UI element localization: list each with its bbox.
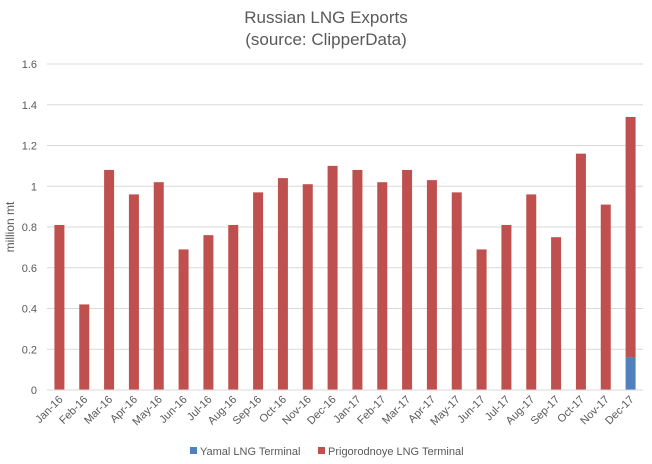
bar-prigorodnoye-lng-terminal-oct-17 [575, 153, 586, 390]
y-tick-label: 0.6 [22, 263, 37, 275]
y-tick-label: 0 [31, 385, 37, 397]
x-tick-label: Mar-16 [82, 394, 115, 427]
bar-prigorodnoye-lng-terminal-oct-16 [277, 178, 288, 390]
bar-prigorodnoye-lng-terminal-sep-17 [551, 237, 562, 390]
bar-yamal-lng-terminal-dec-17 [625, 357, 636, 390]
y-tick-label: 0.8 [22, 222, 37, 234]
bar-prigorodnoye-lng-terminal-may-16 [153, 182, 164, 390]
bar-prigorodnoye-lng-terminal-feb-16 [79, 304, 90, 390]
y-tick-label: 1.2 [22, 141, 37, 153]
bar-prigorodnoye-lng-terminal-jul-17 [501, 224, 512, 390]
bar-prigorodnoye-lng-terminal-aug-17 [526, 194, 537, 390]
legend-label: Yamal LNG Terminal [200, 446, 300, 458]
bar-prigorodnoye-lng-terminal-jan-17 [352, 169, 363, 390]
bar-prigorodnoye-lng-terminal-mar-17 [402, 169, 413, 390]
legend-swatch [190, 447, 197, 454]
bar-prigorodnoye-lng-terminal-apr-16 [128, 194, 139, 390]
bar-prigorodnoye-lng-terminal-jun-17 [476, 249, 487, 390]
legend-label: Prigorodnoye LNG Terminal [328, 446, 464, 458]
bar-prigorodnoye-lng-terminal-nov-16 [302, 184, 313, 390]
bar-prigorodnoye-lng-terminal-feb-17 [377, 182, 388, 390]
x-axis-ticks: Jan-16Feb-16Mar-16Apr-16May-16Jun-16Jul-… [33, 394, 636, 428]
bar-prigorodnoye-lng-terminal-may-17 [451, 192, 462, 390]
y-axis-label: million mt [3, 201, 17, 252]
bar-prigorodnoye-lng-terminal-nov-17 [600, 204, 611, 390]
y-tick-label: 1.4 [22, 100, 37, 112]
bar-prigorodnoye-lng-terminal-dec-16 [327, 165, 338, 390]
y-tick-label: 1.6 [22, 59, 37, 71]
x-tick-label: Mar-17 [380, 394, 413, 427]
bar-prigorodnoye-lng-terminal-dec-17 [625, 116, 636, 358]
y-tick-label: 0.2 [22, 344, 37, 356]
x-tick-label: Jun-16 [157, 394, 189, 426]
bar-prigorodnoye-lng-terminal-aug-16 [228, 224, 239, 390]
legend: Yamal LNG Terminal Prigorodnoye LNG Termi… [190, 446, 464, 458]
bar-prigorodnoye-lng-terminal-jul-16 [203, 235, 214, 390]
y-tick-label: 0.4 [22, 304, 37, 316]
y-axis-ticks: 0 0.2 0.4 0.6 0.8 1 1.2 1.4 1.6 [22, 59, 37, 397]
bar-prigorodnoye-lng-terminal-jan-16 [54, 224, 65, 390]
bar-prigorodnoye-lng-terminal-jun-16 [178, 249, 189, 390]
chart-title: Russian LNG Exports [244, 8, 407, 27]
y-tick-label: 1 [31, 181, 37, 193]
bar-prigorodnoye-lng-terminal-sep-16 [253, 192, 264, 390]
bar-prigorodnoye-lng-terminal-mar-16 [104, 169, 115, 390]
legend-swatch [318, 447, 325, 454]
x-tick-label: Jun-17 [455, 394, 487, 426]
bar-prigorodnoye-lng-terminal-apr-17 [426, 180, 437, 390]
bars [54, 116, 636, 390]
chart-subtitle: (source: ClipperData) [245, 30, 407, 49]
gridlines [47, 63, 643, 350]
